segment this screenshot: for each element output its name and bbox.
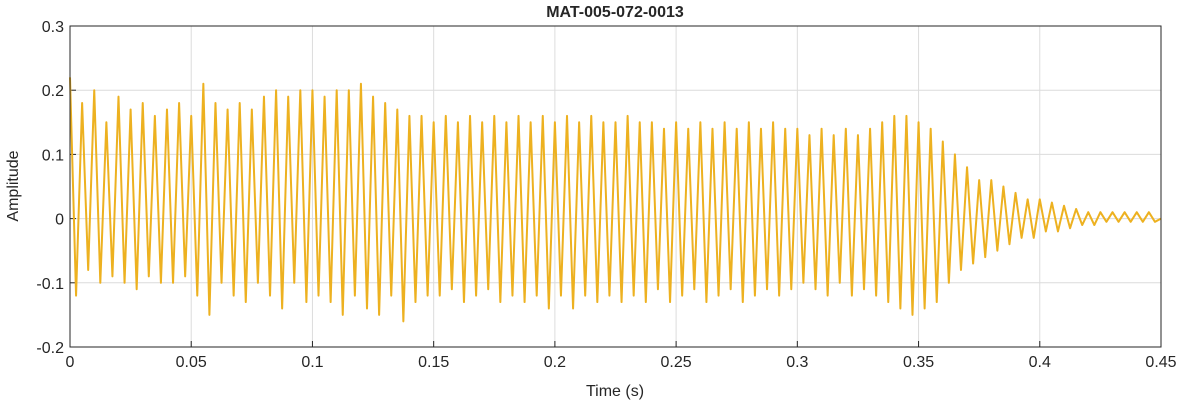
y-tick-label: 0.1 bbox=[42, 147, 64, 164]
x-tick-label: 0.1 bbox=[301, 354, 323, 371]
y-tick-label: 0.2 bbox=[42, 83, 64, 100]
y-axis-label: Amplitude bbox=[5, 150, 22, 221]
plot-frame bbox=[69, 25, 1162, 348]
x-tick-label: 0.4 bbox=[1029, 354, 1051, 371]
x-axis-label: Time (s) bbox=[586, 383, 644, 400]
y-tick-label: 0 bbox=[55, 212, 64, 229]
waveform bbox=[69, 77, 1162, 323]
x-tick-label: 0.15 bbox=[418, 354, 449, 371]
chart-title: MAT-005-072-0013 bbox=[546, 4, 684, 21]
x-tick-label: 0.25 bbox=[661, 354, 692, 371]
x-tick-label: 0.45 bbox=[1145, 354, 1176, 371]
x-tick-label: 0 bbox=[66, 354, 75, 371]
x-tick-label: 0.3 bbox=[786, 354, 808, 371]
x-tick-label: 0.05 bbox=[176, 354, 207, 371]
y-tick-label: -0.2 bbox=[36, 340, 64, 357]
x-tick-label: 0.2 bbox=[544, 354, 566, 371]
y-tick-label: -0.1 bbox=[36, 276, 64, 293]
y-tick-label: 0.3 bbox=[42, 19, 64, 36]
x-tick-label: 0.35 bbox=[903, 354, 934, 371]
